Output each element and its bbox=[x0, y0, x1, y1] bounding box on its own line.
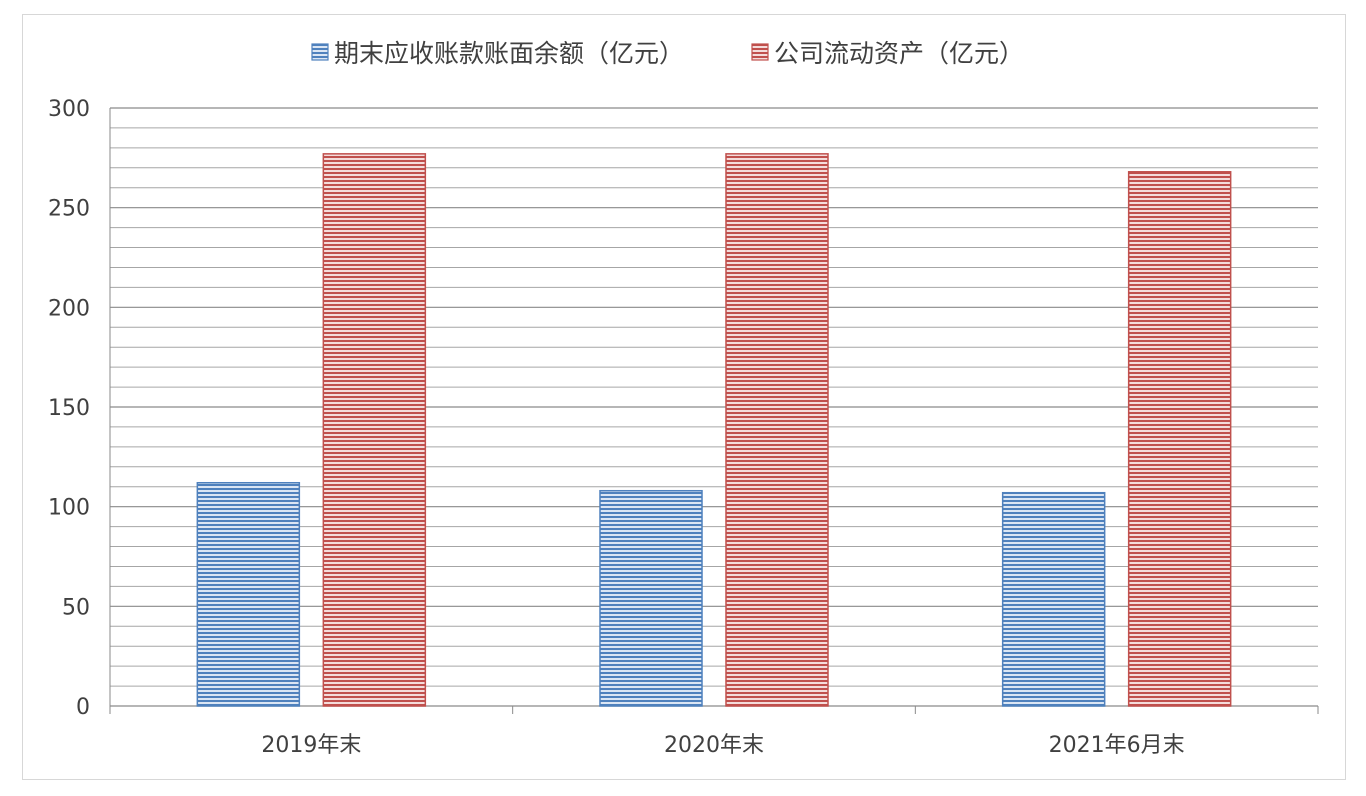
bar-receivables bbox=[599, 489, 703, 707]
bar-current-assets bbox=[322, 153, 427, 707]
axes bbox=[109, 108, 1319, 714]
bars bbox=[196, 153, 1232, 707]
x-tick-label: 2019年末 bbox=[261, 733, 361, 758]
y-tick-label: 50 bbox=[62, 595, 90, 620]
legend-label: 公司流动资产（亿元） bbox=[774, 39, 1024, 68]
y-tick-label: 200 bbox=[48, 296, 90, 321]
y-tick-label: 100 bbox=[48, 496, 90, 521]
bar-receivables bbox=[196, 481, 301, 707]
axis-labels: 0 50 100 150 200 250 300 2019年末 2020年末 2021年6月末 bbox=[48, 97, 1185, 758]
y-tick-label: 300 bbox=[48, 97, 90, 122]
gridlines bbox=[110, 107, 1318, 687]
x-tick-label: 2020年末 bbox=[664, 733, 764, 758]
legend-label: 期末应收账款账面余额（亿元） bbox=[334, 39, 684, 68]
y-tick-label: 250 bbox=[48, 197, 90, 222]
bar-current-assets bbox=[1127, 171, 1232, 707]
x-tick-label: 2021年6月末 bbox=[1049, 733, 1185, 758]
bar-receivables bbox=[1001, 491, 1106, 707]
y-tick-label: 150 bbox=[48, 396, 90, 421]
legend-swatch bbox=[311, 43, 329, 61]
legend: 期末应收账款账面余额（亿元） 公司流动资产（亿元） bbox=[311, 39, 1024, 68]
y-tick-label: 0 bbox=[76, 695, 90, 720]
legend-swatch bbox=[751, 43, 769, 61]
bar-current-assets bbox=[725, 153, 829, 707]
